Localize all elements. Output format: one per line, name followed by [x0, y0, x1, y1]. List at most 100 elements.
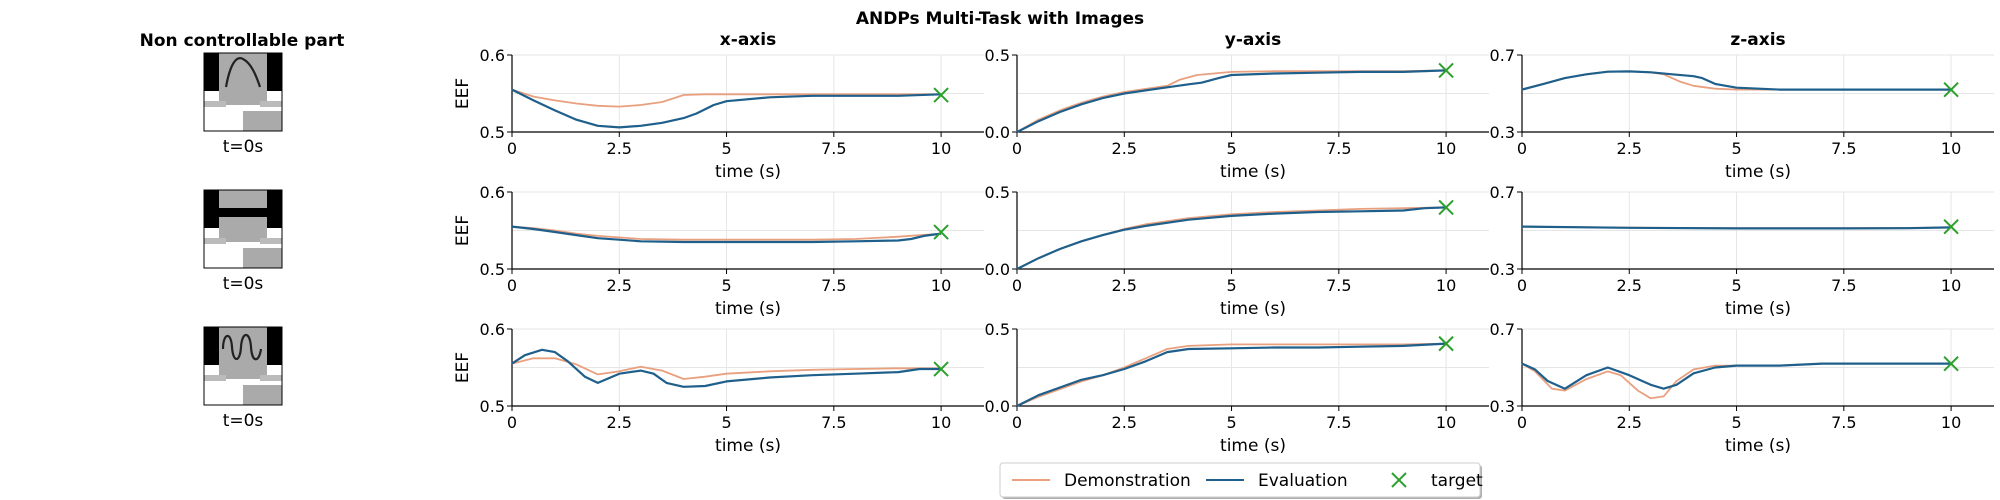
- target-marker: [1438, 199, 1454, 216]
- x-tick-label: 10: [1436, 139, 1456, 158]
- series-line-evaluation: [511, 348, 942, 388]
- x-tick-label: 10: [1436, 413, 1456, 432]
- legend-label: target: [1431, 471, 1483, 491]
- tile-block: [243, 111, 282, 131]
- y-tick-label: 0.0: [985, 123, 1010, 142]
- x-tick-label: 0: [1517, 139, 1527, 158]
- y-tick-label: 0.5: [985, 46, 1010, 65]
- x-tick-label: 5: [1226, 139, 1236, 158]
- tile-border: [203, 326, 283, 406]
- handwritten-stroke: [224, 57, 262, 88]
- y-tick-label: 0.5: [480, 260, 505, 279]
- x-tick-label: 2.5: [1617, 139, 1642, 158]
- y-tick-label: 0.5: [985, 183, 1010, 202]
- x-tick-label: 0: [1517, 276, 1527, 295]
- tile-block: [243, 385, 282, 405]
- panel-title: x-axis: [720, 30, 776, 50]
- tile-base: [219, 228, 267, 242]
- panel-y-axis-row-2: 0 2.5 5 7.5 10 0.0 0.5 time (s): [985, 183, 1489, 319]
- x-axis-label: time (s): [1725, 436, 1791, 456]
- x-tick-label: 7.5: [821, 276, 846, 295]
- x-tick-label: 10: [931, 276, 951, 295]
- series-line-evaluation: [1016, 69, 1447, 133]
- task-image-blank-letter: t=0s: [203, 189, 283, 294]
- x-tick-label: 5: [1226, 413, 1236, 432]
- panel-y-axis-row-1: 0 2.5 5 7.5 10 0.0 0.5 time (s) y-axis: [985, 30, 1489, 182]
- x-tick-label: 5: [1731, 139, 1741, 158]
- target-marker: [933, 361, 949, 377]
- y-axis-label: EEF: [453, 352, 473, 383]
- y-tick-label: 0.3: [1490, 397, 1515, 416]
- x-tick-label: 5: [1226, 276, 1236, 295]
- x-tick-label: 5: [1731, 413, 1741, 432]
- panel-y-axis-row-3: 0 2.5 5 7.5 10 0.0 0.5 time (s): [985, 320, 1489, 456]
- x-tick-label: 2.5: [1112, 139, 1137, 158]
- legend-swatch: [1391, 472, 1407, 488]
- x-axis-label: time (s): [715, 436, 781, 456]
- panel-x-axis-row-2: 0 2.5 5 7.5 10 0.5 0.6 time (s) EEF: [453, 183, 984, 319]
- tile-base: [219, 91, 267, 105]
- y-tick-label: 0.5: [480, 123, 505, 142]
- panels-layer: 0 2.5 5 7.5 10 0.5 0.6 time (s) EEF x-axis 0 2.5 5 7.…: [453, 30, 1994, 456]
- series-line-evaluation: [1521, 225, 1952, 230]
- series-line-demonstration: [511, 88, 942, 108]
- task-image-handwritten-wave: t=0s: [203, 326, 283, 431]
- x-tick-label: 7.5: [1326, 139, 1351, 158]
- y-tick-label: 0.0: [985, 260, 1010, 279]
- y-tick-label: 0.7: [1490, 183, 1515, 202]
- tile-stripe: [260, 238, 282, 244]
- tile-stripe: [204, 375, 226, 381]
- x-tick-label: 10: [1941, 413, 1961, 432]
- x-tick-label: 2.5: [1617, 413, 1642, 432]
- series-line-evaluation: [1016, 342, 1447, 407]
- x-axis-label: time (s): [1220, 436, 1286, 456]
- x-tick-label: 10: [1941, 139, 1961, 158]
- task-image-handwritten-arch: t=0s: [203, 52, 283, 157]
- x-axis-label: time (s): [1725, 299, 1791, 319]
- x-tick-label: 2.5: [1617, 276, 1642, 295]
- tile-stripe: [204, 101, 226, 107]
- x-axis-label: time (s): [1725, 162, 1791, 182]
- tile-border: [203, 189, 283, 269]
- y-tick-label: 0.7: [1490, 46, 1515, 65]
- tile-base: [219, 365, 267, 379]
- x-tick-label: 5: [1731, 276, 1741, 295]
- y-axis-label: EEF: [453, 78, 473, 109]
- y-tick-label: 0.5: [480, 397, 505, 416]
- panel-z-axis-row-3: 0 2.5 5 7.5 10 0.3 0.7 time (s): [1490, 320, 1994, 456]
- x-tick-label: 0: [507, 413, 517, 432]
- y-axis-label: EEF: [453, 215, 473, 246]
- target-marker: [1438, 335, 1454, 352]
- tile-stripe: [260, 101, 282, 107]
- x-tick-label: 10: [931, 139, 951, 158]
- panel-title: z-axis: [1730, 30, 1785, 50]
- tile-caption: t=0s: [223, 274, 264, 294]
- y-tick-label: 0.3: [1490, 260, 1515, 279]
- series-line-evaluation: [1521, 70, 1952, 91]
- left-panel-title: Non controllable part: [140, 31, 345, 51]
- tile-border: [203, 52, 283, 132]
- x-tick-label: 0: [507, 276, 517, 295]
- series-line-demonstration: [511, 225, 942, 241]
- x-axis-label: time (s): [715, 162, 781, 182]
- x-tick-label: 7.5: [1326, 276, 1351, 295]
- x-axis-label: time (s): [1220, 299, 1286, 319]
- target-marker: [1943, 355, 1959, 372]
- tile-block: [243, 248, 282, 268]
- y-tick-label: 0.6: [480, 183, 505, 202]
- target-marker: [933, 87, 949, 103]
- figure-title: ANDPs Multi-Task with Images: [856, 9, 1144, 29]
- x-tick-label: 7.5: [1326, 413, 1351, 432]
- target-marker: [1943, 218, 1959, 235]
- x-tick-label: 10: [931, 413, 951, 432]
- y-tick-label: 0.7: [1490, 320, 1515, 339]
- target-marker: [1438, 62, 1454, 79]
- x-tick-label: 0: [1012, 139, 1022, 158]
- target-marker: [933, 224, 949, 240]
- series-line-demonstration: [511, 357, 942, 380]
- tile-caption: t=0s: [223, 411, 264, 431]
- x-tick-label: 10: [1436, 276, 1456, 295]
- panel-title: y-axis: [1225, 30, 1282, 50]
